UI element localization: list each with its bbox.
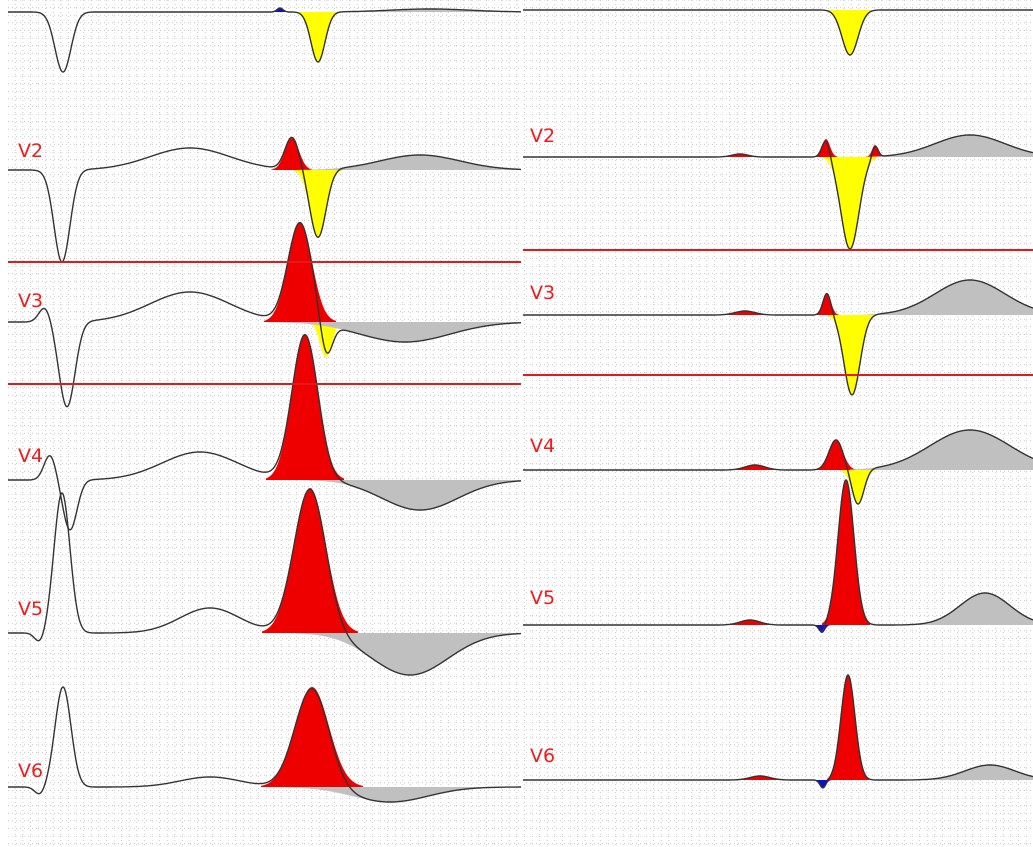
ecg-trace xyxy=(523,479,1033,633)
grid-left xyxy=(8,0,521,847)
wave-area xyxy=(826,10,874,55)
wave-area xyxy=(266,335,344,480)
ecg-trace xyxy=(523,429,1033,505)
wave-area xyxy=(264,222,336,322)
wave-area xyxy=(827,675,869,780)
wave-area xyxy=(308,322,344,357)
wave-area xyxy=(910,593,1033,625)
ecg-trace xyxy=(8,221,521,408)
wave-area xyxy=(823,157,877,249)
lead-label: V4 xyxy=(530,435,555,457)
grid-right xyxy=(523,0,1033,847)
wave-area xyxy=(815,440,857,470)
lead-label: V3 xyxy=(18,290,43,312)
ecg-trace xyxy=(8,333,521,531)
ecg-trace xyxy=(523,134,1033,250)
right-panel xyxy=(523,9,1033,789)
wave-area xyxy=(297,12,339,62)
ecg-trace xyxy=(8,686,521,803)
lead-label: V3 xyxy=(530,282,555,304)
wave-area xyxy=(915,765,1033,780)
wave-area xyxy=(270,322,521,342)
ecg-trace xyxy=(523,9,1033,56)
ecg-trace xyxy=(8,136,521,263)
lead-label: V2 xyxy=(530,125,555,147)
wave-area xyxy=(828,315,876,395)
wave-area xyxy=(306,480,521,510)
wave-area xyxy=(865,135,1033,157)
ecg-trace xyxy=(523,279,1033,396)
wave-area xyxy=(271,138,313,170)
wave-area xyxy=(276,787,504,802)
lead-label: V6 xyxy=(18,760,43,782)
ecg-trace xyxy=(523,674,1033,789)
lead-label: V6 xyxy=(530,745,555,767)
lead-label: V4 xyxy=(18,445,43,467)
wave-area xyxy=(865,280,1033,315)
wave-area xyxy=(262,488,358,633)
wave-area xyxy=(850,430,1033,470)
left-panel xyxy=(8,7,521,803)
ecg-trace xyxy=(8,488,521,676)
wave-area xyxy=(296,633,521,675)
lead-label: V2 xyxy=(18,140,43,162)
ecg-trace xyxy=(8,7,521,73)
lead-label: V5 xyxy=(18,598,43,620)
wave-area xyxy=(822,480,870,625)
wave-area xyxy=(310,9,521,12)
lead-label: V5 xyxy=(530,587,555,609)
